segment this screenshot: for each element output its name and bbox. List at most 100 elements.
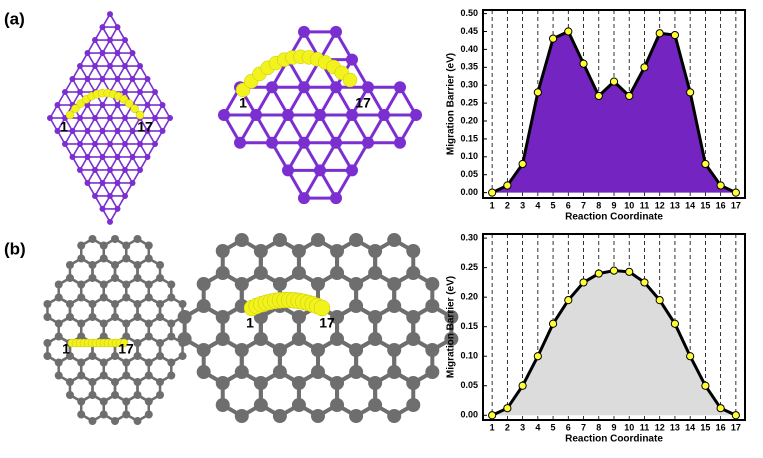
atom	[133, 313, 142, 321]
atom	[137, 89, 143, 96]
atom	[99, 241, 108, 250]
atom	[387, 233, 402, 247]
atom	[156, 261, 165, 269]
atom	[65, 313, 74, 321]
atom	[156, 313, 165, 321]
atom	[99, 50, 106, 57]
atom	[167, 280, 176, 289]
atom	[77, 332, 86, 341]
atom	[346, 53, 358, 66]
atom	[178, 352, 187, 360]
atom	[330, 81, 342, 94]
atom	[159, 127, 166, 134]
point	[670, 319, 680, 328]
atom	[196, 343, 211, 357]
x-tick-label: 5	[551, 422, 556, 432]
atom	[234, 277, 249, 291]
atom	[394, 81, 406, 94]
atom	[107, 63, 113, 70]
atom	[111, 352, 119, 360]
atom	[111, 391, 119, 399]
point	[701, 159, 710, 169]
atom	[349, 409, 364, 423]
atom	[144, 254, 153, 263]
atom	[368, 244, 383, 258]
atom	[107, 140, 113, 147]
x-tick-label: 9	[611, 422, 616, 432]
atom	[406, 398, 421, 412]
atom	[387, 277, 402, 291]
atom	[133, 339, 142, 347]
x-tick-label: 10	[624, 200, 634, 210]
atom	[129, 127, 136, 134]
atom	[156, 300, 165, 308]
atom	[234, 365, 249, 379]
y-tick-label: 0.10	[460, 351, 478, 361]
x-tick-label: 7	[581, 200, 586, 210]
x-tick-label: 1	[490, 422, 495, 432]
atom	[54, 332, 63, 341]
atom	[107, 115, 113, 121]
x-tick-label: 8	[596, 422, 601, 432]
atom	[92, 192, 98, 199]
site-label: 1	[62, 341, 70, 357]
atom	[107, 192, 113, 199]
point	[716, 404, 725, 413]
atom	[62, 89, 68, 96]
atom	[144, 127, 151, 134]
atom	[77, 140, 83, 147]
atom	[253, 398, 268, 412]
atom	[99, 179, 106, 186]
panel-label: (a)	[4, 9, 25, 28]
point	[533, 88, 542, 97]
charts: 0.00 0.05 0.10 0.15 0.20 0.25 0.30 0.35 0.40 0.45…	[446, 8, 746, 445]
x-tick-label: 17	[731, 422, 741, 432]
atom	[266, 136, 278, 149]
atom	[291, 332, 306, 346]
point	[716, 181, 725, 190]
atom	[99, 205, 106, 212]
atom	[272, 277, 287, 291]
atom	[349, 343, 364, 357]
panel-label: (b)	[4, 239, 26, 258]
atom	[62, 140, 68, 147]
atom	[114, 179, 121, 186]
atom	[253, 266, 268, 280]
atom	[406, 332, 421, 346]
atom	[362, 81, 374, 94]
structures: 1 17 1 17 1 17 1 17	[43, 11, 459, 425]
atom	[92, 37, 98, 44]
y-tick-label: 0.40	[460, 44, 478, 54]
atom	[250, 109, 262, 121]
atom	[346, 109, 358, 121]
atom	[196, 277, 211, 291]
atom	[92, 140, 98, 147]
point	[670, 30, 680, 40]
atom	[133, 235, 142, 243]
atom	[349, 233, 364, 247]
atom	[114, 127, 121, 134]
atom	[215, 310, 230, 324]
atom	[92, 63, 98, 70]
atom	[387, 343, 402, 357]
atom	[144, 241, 153, 250]
atom	[266, 81, 278, 94]
atom	[129, 76, 136, 83]
atom	[114, 153, 121, 160]
atom	[77, 254, 86, 263]
atom	[129, 179, 136, 186]
atom	[177, 332, 192, 346]
y-tick-label: 0.45	[460, 26, 478, 36]
atom	[54, 102, 61, 109]
atom	[107, 218, 113, 225]
x-tick-label: 11	[640, 200, 650, 210]
point	[640, 63, 649, 72]
atom	[99, 358, 108, 367]
atom	[349, 277, 364, 291]
atom	[114, 102, 121, 109]
atom	[133, 274, 142, 282]
atom	[77, 241, 86, 250]
atom	[84, 50, 91, 57]
atom	[65, 391, 74, 399]
atom	[88, 235, 97, 243]
